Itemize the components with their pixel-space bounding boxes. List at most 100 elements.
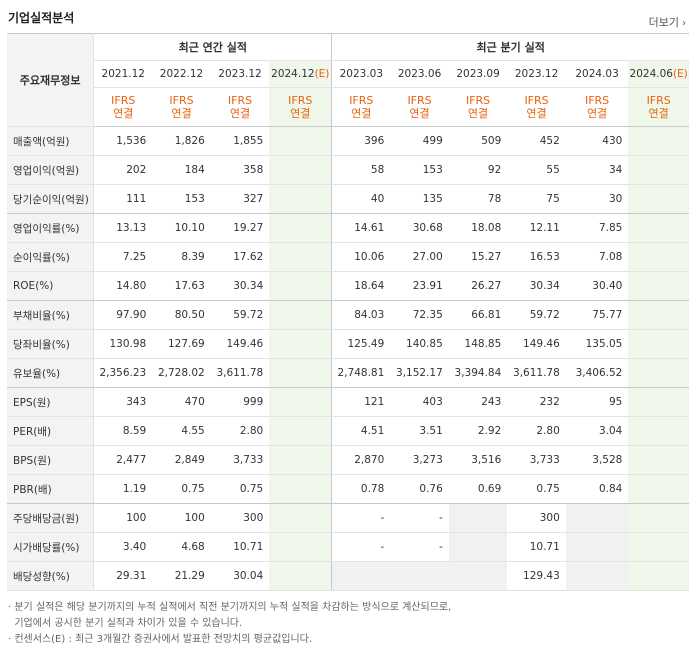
table-cell: 30.34 bbox=[507, 271, 566, 301]
basis-type: IFRS bbox=[407, 94, 432, 107]
table-cell: 2,748.81 bbox=[331, 358, 391, 388]
table-row: BPS(원) 2,477 2,849 3,733 2,870 3,273 3,516 3,73… bbox=[7, 445, 689, 475]
table-cell bbox=[269, 329, 332, 359]
table-cell: 4.55 bbox=[152, 416, 211, 446]
table-cell bbox=[269, 532, 332, 562]
footnote-2: 기업에서 공시한 분기 실적과 차이가 있을 수 있습니다. bbox=[14, 618, 243, 629]
table-cell: 59.72 bbox=[210, 300, 270, 330]
table-cell bbox=[269, 126, 332, 156]
row-label: 부채비율(%) bbox=[7, 300, 94, 330]
basis-type: IFRS bbox=[227, 94, 253, 107]
table-cell: 2,728.02 bbox=[152, 358, 211, 388]
table-cell bbox=[448, 532, 508, 562]
basis-type: IFRS bbox=[169, 94, 194, 107]
row-label: 영업이익률(%) bbox=[7, 213, 94, 243]
row-label: PBR(배) bbox=[7, 474, 94, 504]
table-cell: 66.81 bbox=[448, 300, 508, 330]
table-cell: 509 bbox=[448, 126, 508, 156]
period-header: 2023.12 bbox=[210, 60, 270, 88]
estimate-mark: (E) bbox=[314, 68, 330, 80]
table-row: 당기순이익(억원) 111 153 327 40 135 78 75 30 bbox=[7, 184, 689, 214]
table-cell: 3,733 bbox=[507, 445, 566, 475]
basis-type: IFRS bbox=[584, 94, 610, 107]
table-cell bbox=[628, 561, 689, 591]
table-cell: 10.71 bbox=[507, 532, 566, 562]
table-cell bbox=[269, 416, 332, 446]
table-cell: 40 bbox=[331, 184, 391, 214]
basis-type: IFRS bbox=[349, 94, 374, 107]
period-label: 2023.12 bbox=[218, 68, 262, 80]
basis-header: IFRS 연결 bbox=[565, 87, 629, 127]
table-cell: 0.75 bbox=[210, 474, 270, 504]
period-header: 2024.06(E) bbox=[628, 60, 689, 88]
row-label: 매출액(억원) bbox=[7, 126, 94, 156]
period-header: 2022.12 bbox=[152, 60, 211, 88]
table-cell: 75 bbox=[507, 184, 566, 214]
basis-scope: 연결 bbox=[586, 107, 608, 120]
table-cell: 300 bbox=[210, 503, 270, 533]
table-cell: 0.75 bbox=[152, 474, 211, 504]
more-link[interactable]: 더보기 › bbox=[649, 14, 686, 30]
table-cell bbox=[269, 445, 332, 475]
table-cell: - bbox=[390, 503, 449, 533]
period-label: 2024.03 bbox=[575, 68, 619, 80]
table-cell: 2,356.23 bbox=[93, 358, 153, 388]
table-cell: 148.85 bbox=[448, 329, 508, 359]
table-cell: 100 bbox=[93, 503, 153, 533]
row-label: EPS(원) bbox=[7, 387, 94, 417]
table-cell bbox=[628, 271, 689, 301]
row-label-header: 주요재무정보 bbox=[7, 33, 94, 127]
period-header: 2023.09 bbox=[448, 60, 508, 88]
table-cell bbox=[269, 358, 332, 388]
table-cell bbox=[390, 561, 449, 591]
table-cell bbox=[628, 474, 689, 504]
table-cell: 12.11 bbox=[507, 213, 566, 243]
basis-header: IFRS 연결 bbox=[628, 87, 689, 127]
table-cell: 27.00 bbox=[390, 242, 449, 272]
basis-scope: 연결 bbox=[648, 107, 669, 120]
table-cell: 111 bbox=[93, 184, 153, 214]
table-row: 배당성향(%) 29.31 21.29 30.04 129.43 bbox=[7, 561, 689, 591]
table-cell: 30.34 bbox=[210, 271, 270, 301]
table-cell: 403 bbox=[390, 387, 449, 417]
basis-type: IFRS bbox=[646, 94, 671, 107]
table-cell bbox=[269, 561, 332, 591]
table-cell: 232 bbox=[507, 387, 566, 417]
table-cell: 23.91 bbox=[390, 271, 449, 301]
table-cell: 7.25 bbox=[93, 242, 153, 272]
table-cell: 30.40 bbox=[565, 271, 629, 301]
table-row: ROE(%) 14.80 17.63 30.34 18.64 23.91 26.27 30.3… bbox=[7, 271, 689, 301]
table-cell: 135.05 bbox=[565, 329, 629, 359]
table-cell: 17.63 bbox=[152, 271, 211, 301]
table-cell: 1.19 bbox=[93, 474, 153, 504]
row-label: 영업이익(억원) bbox=[7, 155, 94, 185]
basis-header: IFRS 연결 bbox=[210, 87, 270, 127]
footnote-3: · 컨센서스(E) : 최근 3개월간 증권사에서 발표한 전망치의 평균값입니… bbox=[8, 634, 313, 645]
period-header: 2021.12 bbox=[93, 60, 153, 88]
table-cell: 1,855 bbox=[210, 126, 270, 156]
table-cell: 30.04 bbox=[210, 561, 270, 591]
table-cell: 95 bbox=[565, 387, 629, 417]
table-cell: 149.46 bbox=[507, 329, 566, 359]
table-cell: 2,477 bbox=[93, 445, 153, 475]
group-annual-header: 최근 연간 실적 bbox=[93, 33, 332, 61]
table-cell: 243 bbox=[448, 387, 508, 417]
row-label: 당기순이익(억원) bbox=[7, 184, 94, 214]
table-cell: 72.35 bbox=[390, 300, 449, 330]
basis-scope: 연결 bbox=[113, 107, 134, 120]
table-cell bbox=[269, 300, 332, 330]
period-label: 2021.12 bbox=[101, 68, 145, 80]
table-cell bbox=[269, 184, 332, 214]
table-cell: - bbox=[331, 532, 391, 562]
table-cell bbox=[628, 358, 689, 388]
table-cell: 396 bbox=[331, 126, 391, 156]
basis-header: IFRS 연결 bbox=[390, 87, 449, 127]
basis-type: IFRS bbox=[524, 94, 549, 107]
table-cell: 10.10 bbox=[152, 213, 211, 243]
table-cell: 3.40 bbox=[93, 532, 153, 562]
chevron-right-icon: › bbox=[682, 18, 686, 29]
basis-header: IFRS 연결 bbox=[152, 87, 211, 127]
basis-type: IFRS bbox=[111, 94, 136, 107]
row-label: PER(배) bbox=[7, 416, 94, 446]
table-cell: 15.27 bbox=[448, 242, 508, 272]
